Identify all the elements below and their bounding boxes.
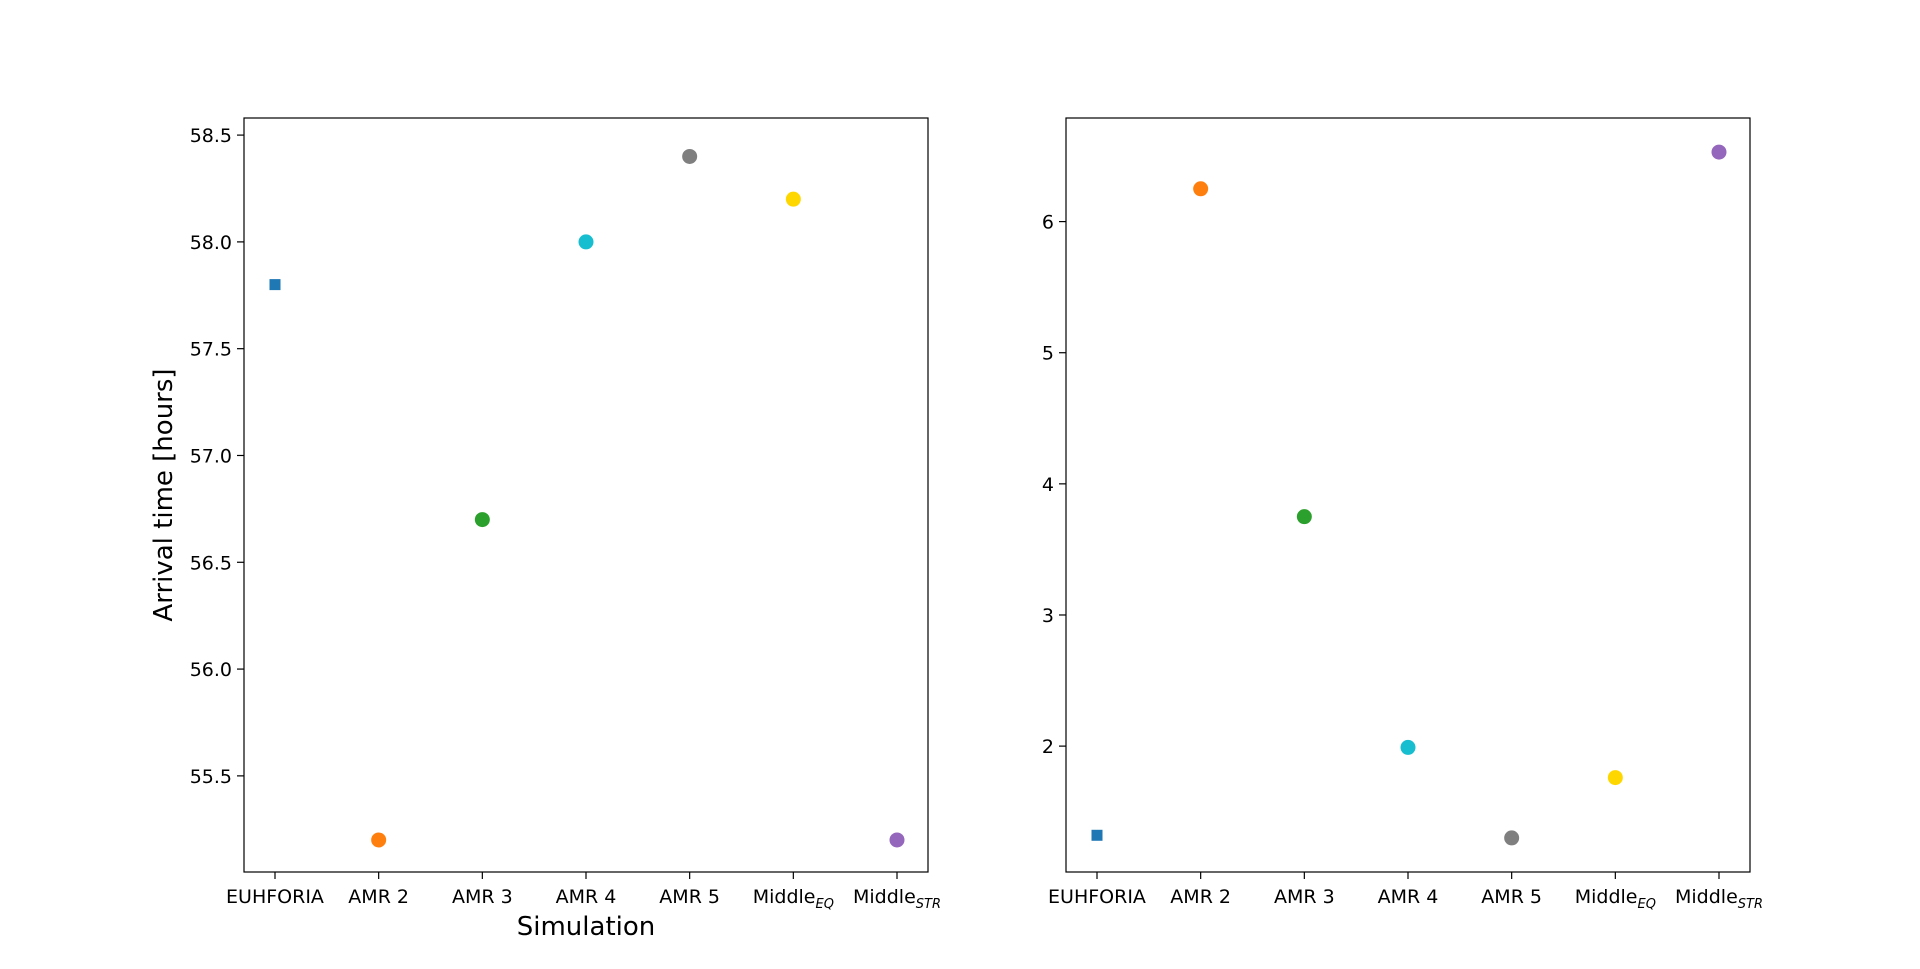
x-tick-label: AMR 2	[348, 886, 409, 908]
y-tick-label: 3	[1042, 605, 1054, 627]
y-tick-label: 4	[1042, 474, 1054, 496]
data-point	[889, 832, 905, 848]
x-tick-label: AMR 3	[452, 886, 513, 908]
y-tick-label: 58.0	[190, 232, 232, 254]
y-tick-label: 56.5	[190, 552, 232, 574]
data-point	[1607, 770, 1623, 786]
x-tick-label: AMR 5	[1481, 886, 1542, 908]
data-point	[474, 512, 490, 528]
x-tick-label: AMR 4	[1378, 886, 1439, 908]
y-tick-label: 57.0	[190, 445, 232, 467]
plot-frame	[243, 117, 929, 873]
data-point	[371, 832, 387, 848]
x-tick-label: AMR 3	[1274, 886, 1335, 908]
x-tick-label: AMR 4	[556, 886, 617, 908]
data-point	[1091, 829, 1103, 841]
y-tick-label: 57.5	[190, 339, 232, 361]
y-tick-label: 2	[1042, 736, 1054, 758]
x-tick-label: EUHFORIA	[226, 886, 324, 908]
plot-frame	[1065, 117, 1751, 873]
chart-2: 2 3 4 5 6 EUHFORIA AMR 2 AMR 3 AMR 4 AMR 5 MiddleE…	[1042, 117, 1763, 912]
data-point	[578, 234, 594, 250]
data-point	[1193, 181, 1209, 197]
x-tick-label: MiddleEQ	[753, 886, 834, 912]
x-tick-label: MiddleEQ	[1575, 886, 1656, 912]
y-axis-label: Arrival time [hours]	[149, 368, 179, 621]
x-tick-label: AMR 5	[659, 886, 720, 908]
data-point	[1296, 509, 1312, 525]
data-point	[785, 191, 801, 207]
data-point	[1400, 739, 1416, 755]
data-point	[269, 279, 281, 291]
data-point	[682, 148, 698, 164]
x-tick-label: MiddleSTR	[853, 886, 941, 912]
y-tick-label: 6	[1042, 212, 1054, 234]
y-tick-label: 56.0	[190, 659, 232, 681]
data-point	[1504, 830, 1520, 846]
data-point	[1711, 144, 1727, 160]
x-tick-label: AMR 2	[1170, 886, 1231, 908]
x-axis-label: Simulation	[517, 912, 656, 942]
y-tick-label: 58.5	[190, 125, 232, 147]
chart-1: 55.5 56.0 56.5 57.0 57.5 58.0 58.5 EUHFORIA AMR …	[149, 117, 941, 942]
y-tick-label: 55.5	[190, 766, 232, 788]
x-tick-label: EUHFORIA	[1048, 886, 1146, 908]
y-tick-label: 5	[1042, 343, 1054, 365]
x-tick-label: MiddleSTR	[1675, 886, 1763, 912]
